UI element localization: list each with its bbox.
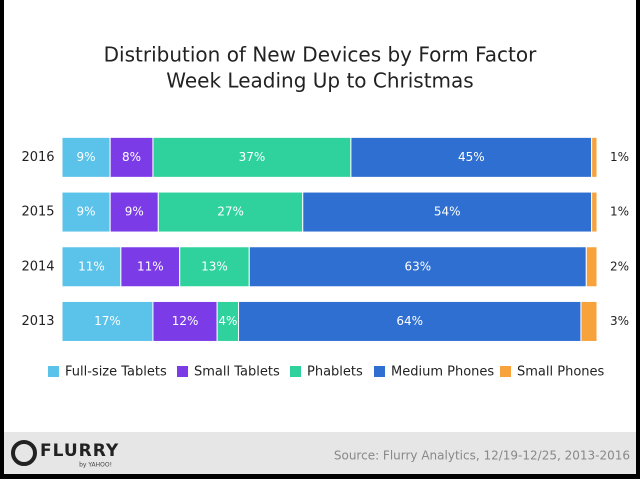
legend-swatch bbox=[290, 366, 301, 377]
legend-swatch bbox=[374, 366, 385, 377]
bar-segment bbox=[61, 246, 122, 288]
value-label: 11% bbox=[78, 259, 105, 273]
value-label: 13% bbox=[201, 259, 228, 273]
value-label: 17% bbox=[94, 314, 121, 328]
bar-segment bbox=[61, 300, 154, 342]
value-label: 63% bbox=[404, 259, 431, 273]
value-label: 27% bbox=[217, 205, 244, 219]
legend-swatch bbox=[177, 366, 188, 377]
bar-segment bbox=[152, 136, 352, 178]
bar-segment bbox=[120, 246, 181, 288]
logo-icon bbox=[11, 440, 37, 466]
legend-label: Medium Phones bbox=[391, 365, 494, 380]
y-tick-label: 2016 bbox=[21, 150, 54, 165]
legend-label: Small Phones bbox=[517, 365, 605, 380]
footer-band bbox=[4, 432, 636, 474]
bar-segment bbox=[350, 136, 593, 178]
value-label: 37% bbox=[239, 150, 266, 164]
legend-label: Small Tablets bbox=[194, 365, 280, 380]
value-label: 12% bbox=[172, 314, 199, 328]
bar-segment bbox=[248, 246, 587, 288]
y-tick-label: 2013 bbox=[21, 314, 54, 329]
bar-segment bbox=[580, 300, 598, 342]
value-label: 11% bbox=[137, 259, 164, 273]
value-label: 45% bbox=[458, 150, 485, 164]
value-label: 1% bbox=[610, 150, 629, 164]
value-label: 1% bbox=[610, 205, 629, 219]
bar-segment bbox=[591, 191, 598, 233]
value-label: 2% bbox=[610, 259, 629, 273]
bar-segment bbox=[61, 191, 111, 233]
value-label: 9% bbox=[77, 205, 96, 219]
canvas bbox=[4, 0, 636, 474]
y-tick-label: 2015 bbox=[21, 205, 54, 220]
logo: FLURRY bbox=[40, 441, 119, 461]
chart-subtitle: Week Leading Up to Christmas bbox=[166, 69, 473, 93]
value-label: 8% bbox=[122, 150, 141, 164]
chart-title: Distribution of New Devices by Form Fact… bbox=[104, 43, 537, 67]
value-label: 9% bbox=[77, 150, 96, 164]
bar-segment bbox=[302, 191, 593, 233]
value-label: 4% bbox=[218, 314, 237, 328]
logo-tagline: by YAHOO! bbox=[79, 462, 112, 469]
y-tick-label: 2014 bbox=[21, 259, 54, 274]
bar-segment bbox=[61, 136, 111, 178]
value-label: 3% bbox=[610, 314, 629, 328]
bar-segment bbox=[585, 246, 598, 288]
bar-segment bbox=[152, 300, 218, 342]
bar-segment bbox=[157, 191, 304, 233]
source: Source: Flurry Analytics, 12/19-12/25, 2… bbox=[334, 449, 630, 463]
bar-segment bbox=[591, 136, 598, 178]
legend-label: Full-size Tablets bbox=[65, 365, 167, 380]
value-label: 64% bbox=[396, 314, 423, 328]
legend-label: Phablets bbox=[307, 365, 363, 380]
value-label: 54% bbox=[434, 205, 461, 219]
bar-segment bbox=[179, 246, 250, 288]
legend-swatch bbox=[48, 366, 59, 377]
legend-swatch bbox=[500, 366, 511, 377]
value-label: 9% bbox=[125, 205, 144, 219]
bar-segment bbox=[109, 136, 154, 178]
